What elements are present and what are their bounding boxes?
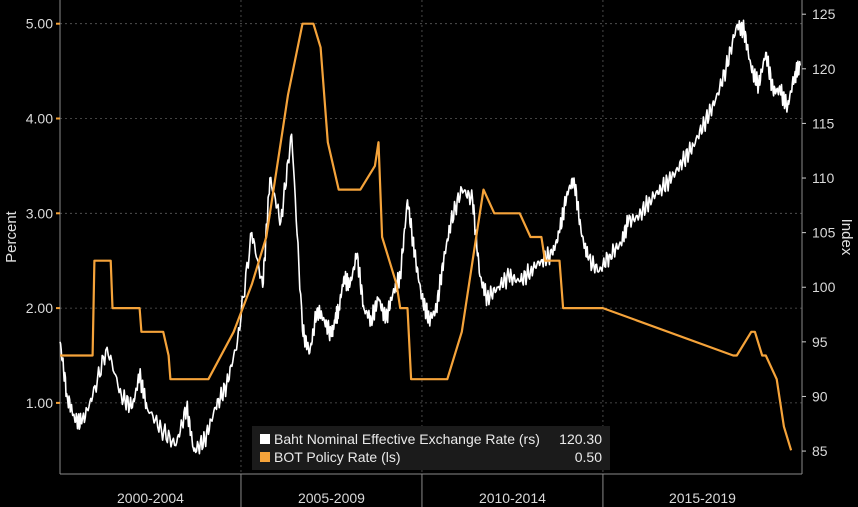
series-layer (59, 19, 801, 455)
legend: Baht Nominal Effective Exchange Rate (rs… (252, 426, 610, 470)
right-tick-label: 95 (812, 334, 828, 350)
right-axis-title: Index (838, 219, 855, 256)
legend-swatch (260, 452, 270, 462)
legend-label: Baht Nominal Effective Exchange Rate (rs… (274, 431, 540, 447)
legend-value: 120.30 (559, 431, 602, 447)
x-period-label: 2000-2004 (117, 490, 184, 506)
left-tick-label: 4.00 (26, 111, 53, 127)
right-tick-label: 115 (812, 115, 835, 131)
series-line-policy-rate (60, 22, 793, 451)
right-tick-label: 100 (812, 279, 836, 295)
legend-box (252, 426, 610, 470)
right-tick-label: 85 (812, 443, 828, 459)
axes: 1.00 2.00 3.00 4.00 5.00 85 90 95 100 105 110 115 12… (3, 0, 855, 507)
right-tick-label: 120 (812, 61, 836, 77)
left-tick-label: 5.00 (26, 16, 53, 32)
x-period-label: 2015-2019 (669, 490, 736, 506)
grid (60, 0, 802, 474)
right-tick-label: 125 (812, 6, 836, 22)
x-period-label: 2010-2014 (479, 490, 546, 506)
legend-value: 0.50 (575, 449, 602, 465)
legend-swatch (260, 434, 270, 444)
left-tick-label: 2.00 (26, 300, 53, 316)
right-tick-label: 90 (812, 388, 828, 404)
series-line-neer (59, 19, 801, 455)
x-period-label: 2005-2009 (298, 490, 365, 506)
right-tick-label: 110 (812, 170, 835, 186)
left-tick-label: 1.00 (26, 395, 53, 411)
right-tick-label: 105 (812, 225, 836, 241)
left-axis-title: Percent (3, 210, 20, 263)
left-tick-label: 3.00 (26, 205, 53, 221)
legend-label: BOT Policy Rate (ls) (274, 449, 401, 465)
